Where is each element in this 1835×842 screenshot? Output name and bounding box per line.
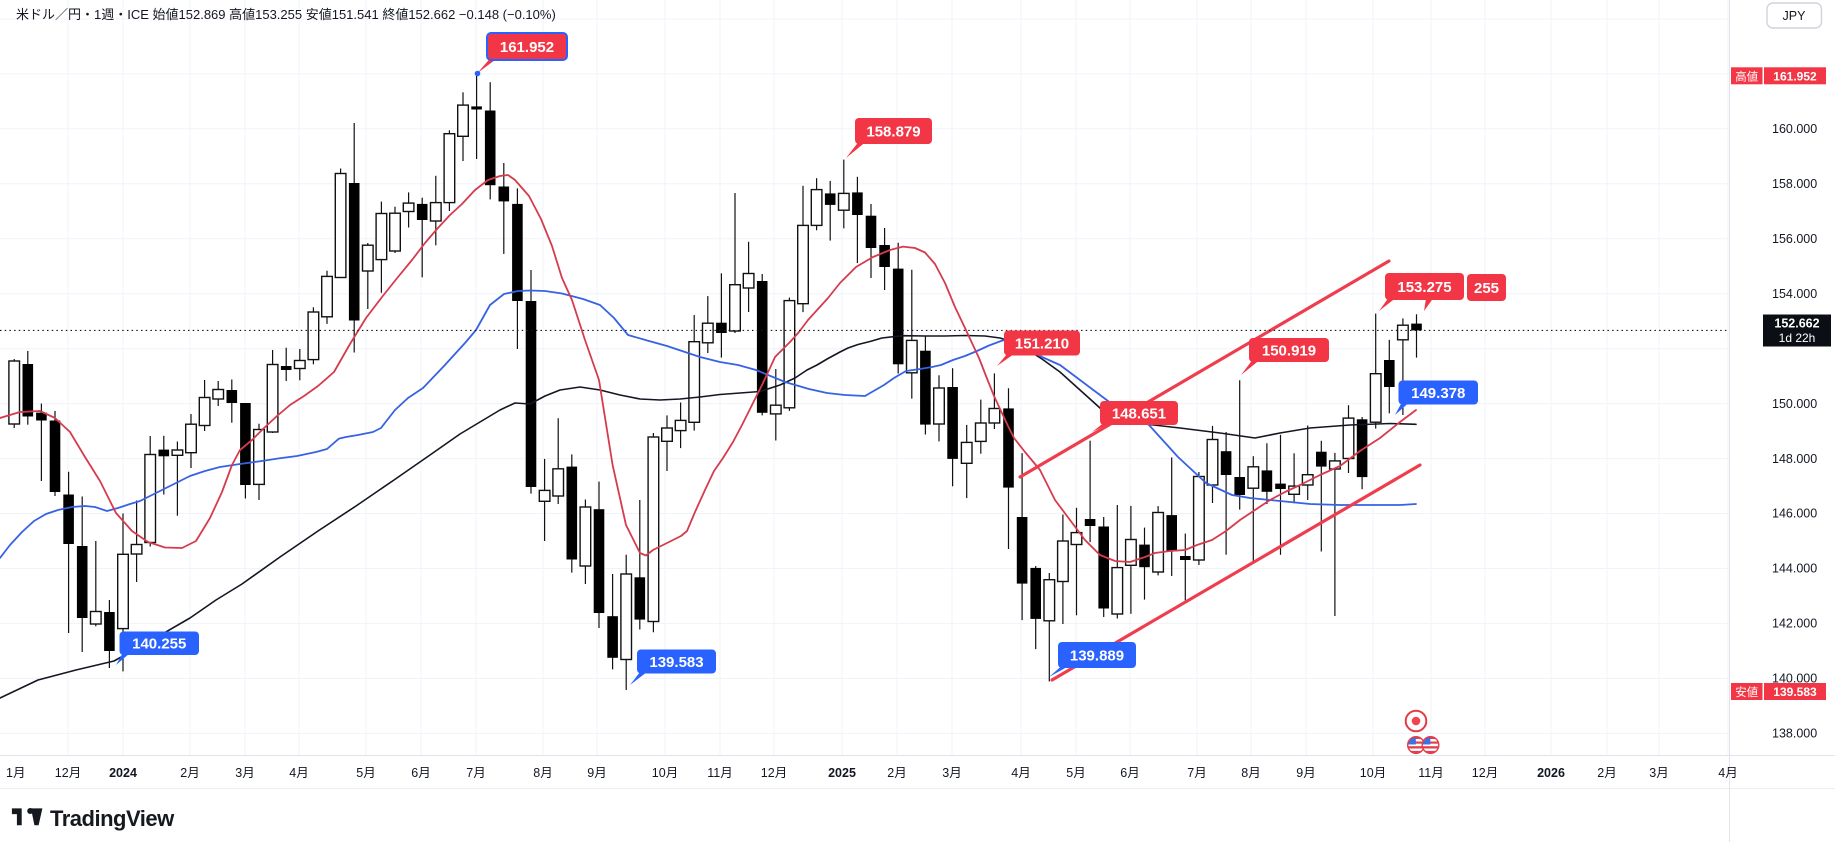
- svg-text:2月: 2月: [180, 766, 199, 780]
- svg-text:139.583: 139.583: [1773, 685, 1817, 699]
- svg-text:10月: 10月: [652, 766, 678, 780]
- svg-text:11月: 11月: [1418, 766, 1443, 780]
- svg-text:JPY: JPY: [1783, 9, 1807, 23]
- svg-text:2026: 2026: [1537, 766, 1565, 780]
- svg-text:安値: 安値: [1735, 685, 1758, 699]
- svg-text:TradingView: TradingView: [50, 806, 175, 831]
- svg-text:2024: 2024: [109, 766, 137, 780]
- svg-text:144.000: 144.000: [1772, 562, 1817, 576]
- svg-text:148.000: 148.000: [1772, 452, 1817, 466]
- svg-text:2月: 2月: [887, 766, 906, 780]
- svg-text:161.952: 161.952: [500, 39, 554, 56]
- svg-text:11月: 11月: [707, 766, 732, 780]
- svg-text:142.000: 142.000: [1772, 617, 1817, 631]
- svg-text:152.662: 152.662: [1774, 317, 1819, 331]
- svg-text:高値: 高値: [1735, 69, 1758, 83]
- svg-text:9月: 9月: [1296, 766, 1315, 780]
- svg-text:139.889: 139.889: [1070, 647, 1124, 664]
- svg-text:6月: 6月: [1120, 766, 1139, 780]
- svg-text:161.952: 161.952: [1773, 69, 1817, 83]
- svg-text:158.000: 158.000: [1772, 177, 1817, 191]
- svg-text:12月: 12月: [55, 766, 81, 780]
- svg-text:3月: 3月: [942, 766, 961, 780]
- svg-text:150.919: 150.919: [1262, 342, 1316, 359]
- svg-text:5月: 5月: [1066, 766, 1085, 780]
- svg-text:10月: 10月: [1360, 766, 1386, 780]
- svg-text:156.000: 156.000: [1772, 232, 1817, 246]
- svg-text:8月: 8月: [533, 766, 552, 780]
- svg-text:2月: 2月: [1597, 766, 1616, 780]
- svg-text:4月: 4月: [289, 766, 308, 780]
- svg-text:2025: 2025: [828, 766, 856, 780]
- svg-text:12月: 12月: [761, 766, 787, 780]
- svg-text:9月: 9月: [587, 766, 606, 780]
- svg-text:3月: 3月: [235, 766, 254, 780]
- svg-text:154.000: 154.000: [1772, 287, 1817, 301]
- svg-text:255: 255: [1474, 280, 1499, 297]
- svg-text:160.000: 160.000: [1772, 122, 1817, 136]
- svg-text:153.275: 153.275: [1397, 279, 1451, 296]
- svg-text:3月: 3月: [1649, 766, 1668, 780]
- svg-text:8月: 8月: [1241, 766, 1260, 780]
- svg-text:140.000: 140.000: [1772, 672, 1817, 686]
- svg-text:7月: 7月: [1187, 766, 1206, 780]
- svg-text:151.210: 151.210: [1015, 335, 1069, 352]
- svg-text:138.000: 138.000: [1772, 727, 1817, 741]
- svg-text:1月: 1月: [6, 766, 25, 780]
- svg-text:150.000: 150.000: [1772, 397, 1817, 411]
- svg-text:7月: 7月: [466, 766, 485, 780]
- svg-text:140.255: 140.255: [132, 636, 186, 653]
- svg-text:4月: 4月: [1011, 766, 1030, 780]
- svg-text:6月: 6月: [411, 766, 430, 780]
- svg-text:149.378: 149.378: [1411, 385, 1465, 402]
- svg-text:1d 22h: 1d 22h: [1779, 331, 1816, 345]
- svg-text:4月: 4月: [1718, 766, 1737, 780]
- svg-text:158.879: 158.879: [866, 123, 920, 140]
- svg-text:5月: 5月: [356, 766, 375, 780]
- svg-text:米ドル／円・1週・ICE 始値152.869 高値153.2: 米ドル／円・1週・ICE 始値152.869 高値153.255 安値151.5…: [16, 7, 556, 22]
- svg-text:12月: 12月: [1472, 766, 1498, 780]
- svg-text:148.651: 148.651: [1112, 405, 1166, 422]
- svg-text:139.583: 139.583: [649, 654, 703, 671]
- svg-text:146.000: 146.000: [1772, 507, 1817, 521]
